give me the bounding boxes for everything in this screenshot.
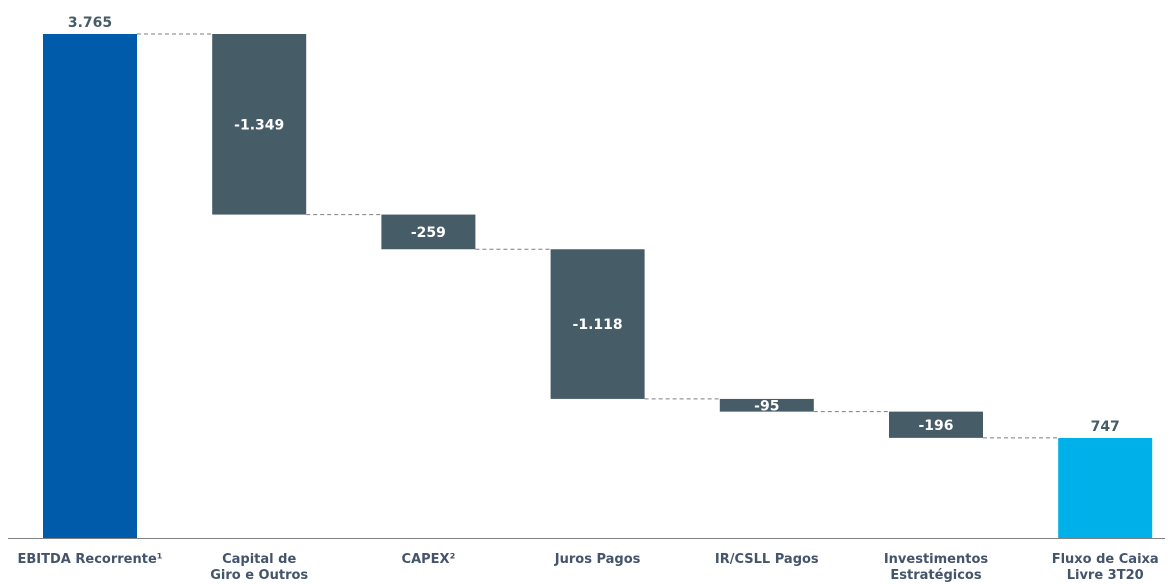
category-label-line: Juros Pagos	[554, 552, 641, 567]
bar-1	[212, 34, 307, 215]
category-label-line: Capital de	[222, 552, 296, 567]
category-label-line: Estratégicos	[890, 568, 981, 583]
bar-4	[719, 398, 814, 412]
category-label-5: Investimentos Estratégicos	[884, 552, 989, 583]
bar-2	[381, 214, 476, 250]
bar-6	[1058, 438, 1153, 538]
bar-5	[889, 411, 983, 438]
category-label-line: CAPEX²	[402, 552, 456, 567]
category-label-line: EBITDA Recorrente¹	[18, 552, 163, 567]
category-label-line: Livre 3T20	[1067, 568, 1144, 583]
value-label-6: 747	[1091, 419, 1120, 435]
category-label-0: EBITDA Recorrente¹	[18, 552, 163, 567]
bars-group	[43, 34, 1153, 538]
bar-0	[43, 34, 137, 538]
category-label-3: Juros Pagos	[554, 552, 641, 567]
value-label-2: -259	[411, 225, 446, 241]
category-label-4: IR/CSLL Pagos	[715, 552, 819, 567]
value-labels: 3.765 -1.349 -259 -1.118 -95 -196 747	[68, 15, 1120, 435]
category-labels: EBITDA Recorrente¹ Capital de Giro e Outro…	[18, 552, 1159, 583]
bar-3	[550, 249, 645, 399]
category-label-line: Giro e Outros	[210, 568, 308, 583]
category-label-line: Fluxo de Caixa	[1052, 552, 1159, 567]
connector-lines	[137, 33, 1059, 439]
value-label-3: -1.118	[573, 317, 623, 333]
category-label-1: Capital de Giro e Outros	[210, 552, 308, 583]
value-label-4: -95	[754, 398, 779, 414]
value-label-0: 3.765	[68, 15, 112, 31]
category-label-6: Fluxo de Caixa Livre 3T20	[1052, 552, 1159, 583]
value-label-1: -1.349	[234, 117, 284, 133]
value-label-5: -196	[918, 418, 953, 434]
category-label-line: Investimentos	[884, 552, 989, 567]
category-label-2: CAPEX²	[402, 552, 456, 567]
category-label-line: IR/CSLL Pagos	[715, 552, 819, 567]
